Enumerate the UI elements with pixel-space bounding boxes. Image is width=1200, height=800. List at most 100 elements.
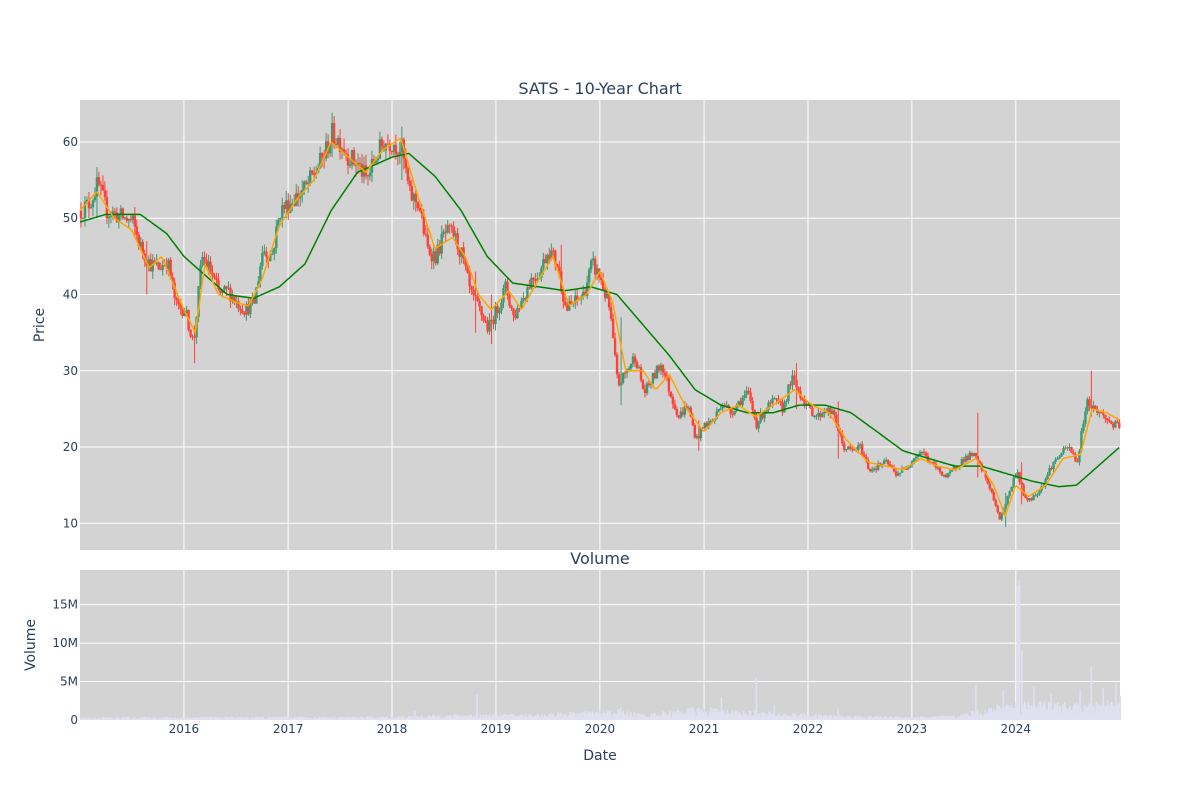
volume-bar [612, 716, 614, 720]
volume-bar [148, 716, 150, 720]
candle-body [207, 261, 210, 268]
candle-body [279, 218, 282, 220]
volume-bar [554, 717, 556, 720]
volume-bar [161, 717, 164, 720]
volume-bar [1075, 715, 1077, 720]
volume-bar [266, 718, 268, 720]
volume-bar [1106, 700, 1109, 720]
volume-bar [366, 716, 369, 720]
volume-bar [645, 717, 648, 720]
volume-bar [132, 716, 135, 720]
volume-bar [360, 718, 362, 720]
volume-bar [780, 716, 782, 720]
candle-body [498, 310, 501, 314]
volume-bar [1040, 707, 1043, 720]
volume-bar [922, 716, 925, 720]
candle-body [426, 234, 429, 247]
volume-bar [626, 711, 629, 720]
volume-bar [406, 718, 408, 720]
volume-bar [513, 716, 516, 720]
volume-bar [1063, 707, 1065, 720]
volume-bar [960, 713, 963, 720]
volume-bar [582, 711, 584, 720]
volume-bar [384, 717, 387, 720]
volume-bar [1069, 712, 1072, 720]
candle-body [821, 413, 824, 418]
volume-bar [1104, 714, 1106, 720]
volume-bar [255, 716, 258, 720]
candle-body [534, 279, 537, 281]
volume-bar [921, 717, 923, 720]
volume-bar [150, 719, 153, 720]
volume-bar [202, 719, 205, 720]
volume-bar [123, 718, 126, 720]
volume-bar [1047, 701, 1050, 720]
candle-body [438, 244, 441, 254]
volume-bar [1117, 702, 1120, 720]
candle-body [611, 318, 615, 339]
volume-bar [518, 715, 520, 720]
volume-bar [905, 716, 907, 720]
volume-bar [813, 715, 816, 720]
volume-bar [835, 718, 838, 720]
candle-body [866, 460, 870, 469]
volume-bar [538, 716, 541, 720]
volume-bar [677, 709, 679, 720]
candle-body [257, 281, 260, 288]
candle-body [500, 302, 503, 311]
candle-body [1098, 412, 1101, 414]
volume-bar [725, 714, 728, 720]
volume-bar [796, 716, 799, 720]
volume-bar [501, 716, 503, 720]
volume-bar [277, 717, 279, 720]
volume-bar [987, 708, 990, 720]
volume-bar [651, 714, 653, 720]
candle-body [701, 427, 704, 429]
volume-bar [1024, 702, 1027, 720]
x-tick-label: 2023 [897, 722, 928, 736]
volume-bar [818, 715, 821, 720]
volume-bar [831, 718, 834, 720]
volume-bar [362, 716, 365, 720]
candle-body [167, 259, 170, 269]
candle-body [1036, 494, 1039, 496]
volume-bar [147, 718, 150, 720]
volume-bar [560, 712, 562, 720]
volume-bar [437, 715, 439, 720]
candle-body [811, 407, 814, 417]
volume-bar [394, 718, 396, 720]
volume-bar [776, 715, 778, 720]
volume-bar [649, 717, 652, 720]
candle-body [420, 210, 423, 214]
volume-bar [490, 716, 493, 720]
volume-bar [1052, 712, 1055, 720]
volume-bar [432, 714, 435, 720]
candle-body [528, 287, 531, 289]
volume-bar [196, 717, 198, 720]
volume-bar [469, 715, 472, 720]
volume-bar [779, 716, 782, 720]
volume-bar [1046, 712, 1049, 720]
volume-bar [519, 716, 521, 720]
volume-bar [976, 710, 979, 720]
candle-body [990, 488, 993, 492]
volume-bar [1016, 707, 1018, 720]
candle-body [970, 452, 974, 457]
volume-bar [436, 717, 438, 720]
candle-body [576, 295, 579, 299]
candle-body [1010, 486, 1013, 492]
volume-bar [125, 718, 127, 720]
volume-bar [541, 713, 543, 720]
volume-bar [186, 716, 189, 720]
volume-bar [479, 714, 482, 720]
candle-body [906, 467, 910, 470]
volume-bar [810, 716, 812, 720]
candle-body [1024, 495, 1027, 499]
volume-bar [740, 714, 742, 720]
candle-body [823, 412, 826, 414]
volume-bar [586, 713, 589, 720]
volume-bar [175, 717, 178, 720]
volume-bar [405, 718, 408, 720]
volume-bar [467, 717, 470, 720]
